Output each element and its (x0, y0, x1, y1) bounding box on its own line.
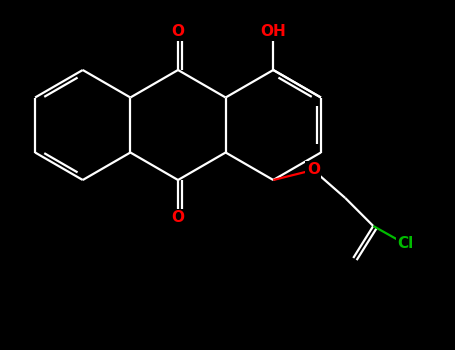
Text: O: O (172, 210, 184, 225)
Text: OH: OH (260, 25, 286, 40)
Text: Cl: Cl (397, 237, 414, 252)
Text: O: O (172, 25, 184, 40)
Text: O: O (307, 162, 320, 177)
